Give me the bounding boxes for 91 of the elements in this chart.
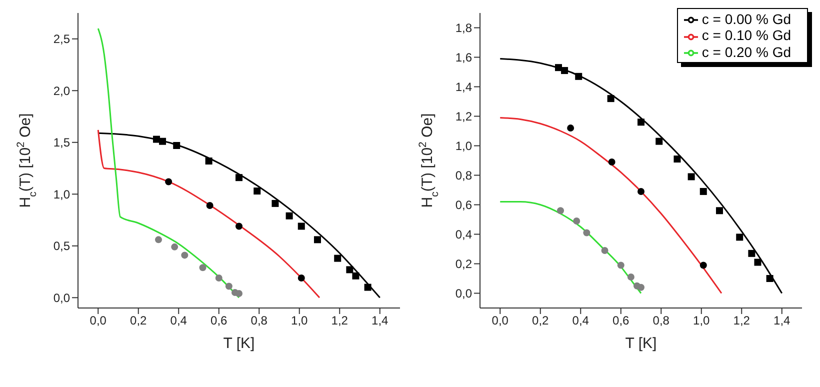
point	[334, 254, 342, 262]
y-tick-label: 0,4	[455, 228, 472, 242]
point	[688, 173, 695, 180]
point	[298, 274, 305, 282]
point	[225, 282, 232, 290]
y-tick-label: 1,5	[53, 136, 70, 150]
point	[608, 158, 616, 166]
point	[173, 142, 180, 149]
x-tick-label: 0,8	[652, 314, 670, 328]
point	[638, 118, 644, 126]
x-tick-label: 0,4	[572, 314, 590, 328]
point	[766, 275, 774, 282]
y-tick-label: 2,5	[53, 32, 70, 46]
point	[236, 290, 242, 298]
point	[716, 207, 723, 214]
x-tick-label: 0,2	[532, 314, 550, 328]
point	[352, 272, 360, 280]
point	[748, 250, 756, 257]
y-tick-label: 0,6	[455, 198, 472, 212]
x-tick-label: 0,2	[130, 314, 148, 328]
point	[638, 188, 644, 195]
point	[272, 200, 279, 207]
point	[206, 202, 214, 210]
line-series	[499, 58, 783, 294]
point	[607, 95, 614, 102]
point	[314, 236, 321, 244]
x-tick-label: 0,8	[250, 314, 268, 328]
point	[674, 156, 681, 163]
x-tick-label: 1,0	[291, 314, 308, 328]
y-tick-label: 2,0	[53, 84, 70, 98]
point	[617, 262, 624, 269]
point	[700, 262, 707, 269]
x-tick-label: 0,6	[612, 314, 630, 328]
point	[700, 188, 707, 195]
x-tick-label: 0,0	[492, 314, 509, 328]
legend-label: c = 0.20 % Gd	[702, 44, 791, 60]
legend-label: c = 0.00 % Gd	[702, 11, 791, 27]
point	[298, 222, 305, 230]
y-tick-label: 1,8	[455, 21, 472, 36]
point	[215, 274, 222, 282]
legend-label: c = 0.10 % Gd	[702, 27, 791, 44]
point	[286, 212, 293, 220]
point	[236, 222, 242, 230]
point	[199, 264, 206, 272]
x-tick-label: 0,4	[170, 314, 188, 328]
point	[181, 252, 188, 259]
point	[575, 72, 582, 80]
line-series	[97, 129, 320, 298]
y-tick-label: 0,2	[455, 257, 472, 272]
x-tick-label: 1,4	[774, 314, 791, 328]
y-tick-label: 0,5	[53, 239, 70, 254]
point	[561, 67, 568, 74]
point	[165, 178, 172, 186]
x-axis-title: T [K]	[625, 335, 657, 352]
point	[573, 217, 580, 224]
x-tick-label: 0,6	[210, 314, 228, 328]
x-tick-label: 1,0	[693, 314, 710, 328]
x-tick-label: 1,4	[372, 314, 389, 328]
point	[601, 246, 608, 254]
point	[736, 234, 744, 241]
point	[656, 138, 663, 145]
point	[557, 207, 564, 214]
y-tick-label: 1,4	[455, 80, 472, 94]
point	[754, 258, 762, 266]
x-tick-label: 1,2	[733, 314, 750, 328]
point	[364, 284, 372, 291]
point	[205, 158, 212, 165]
x-tick-label: 0,0	[90, 314, 107, 328]
point	[554, 64, 562, 72]
point	[254, 188, 261, 195]
y-tick-label: 1,2	[455, 110, 472, 124]
point	[638, 284, 644, 291]
line-series	[97, 132, 381, 298]
line-series	[499, 201, 642, 294]
point	[155, 236, 162, 244]
line-series	[499, 116, 722, 294]
y-tick-label: 0,8	[455, 168, 472, 183]
x-axis-title: T [K]	[223, 335, 255, 352]
y-tick-label: 1,6	[455, 50, 472, 65]
point	[567, 124, 574, 132]
y-tick-label: 0,0	[455, 286, 472, 301]
y-tick-label: 1,0	[455, 139, 472, 154]
point	[346, 266, 354, 274]
point	[627, 274, 634, 281]
point	[159, 138, 166, 145]
x-tick-label: 1,2	[331, 314, 348, 328]
point	[236, 174, 242, 182]
y-tick-label: 1,0	[53, 187, 70, 202]
point	[583, 229, 590, 236]
point	[171, 243, 178, 250]
y-tick-label: 0,0	[53, 290, 70, 305]
